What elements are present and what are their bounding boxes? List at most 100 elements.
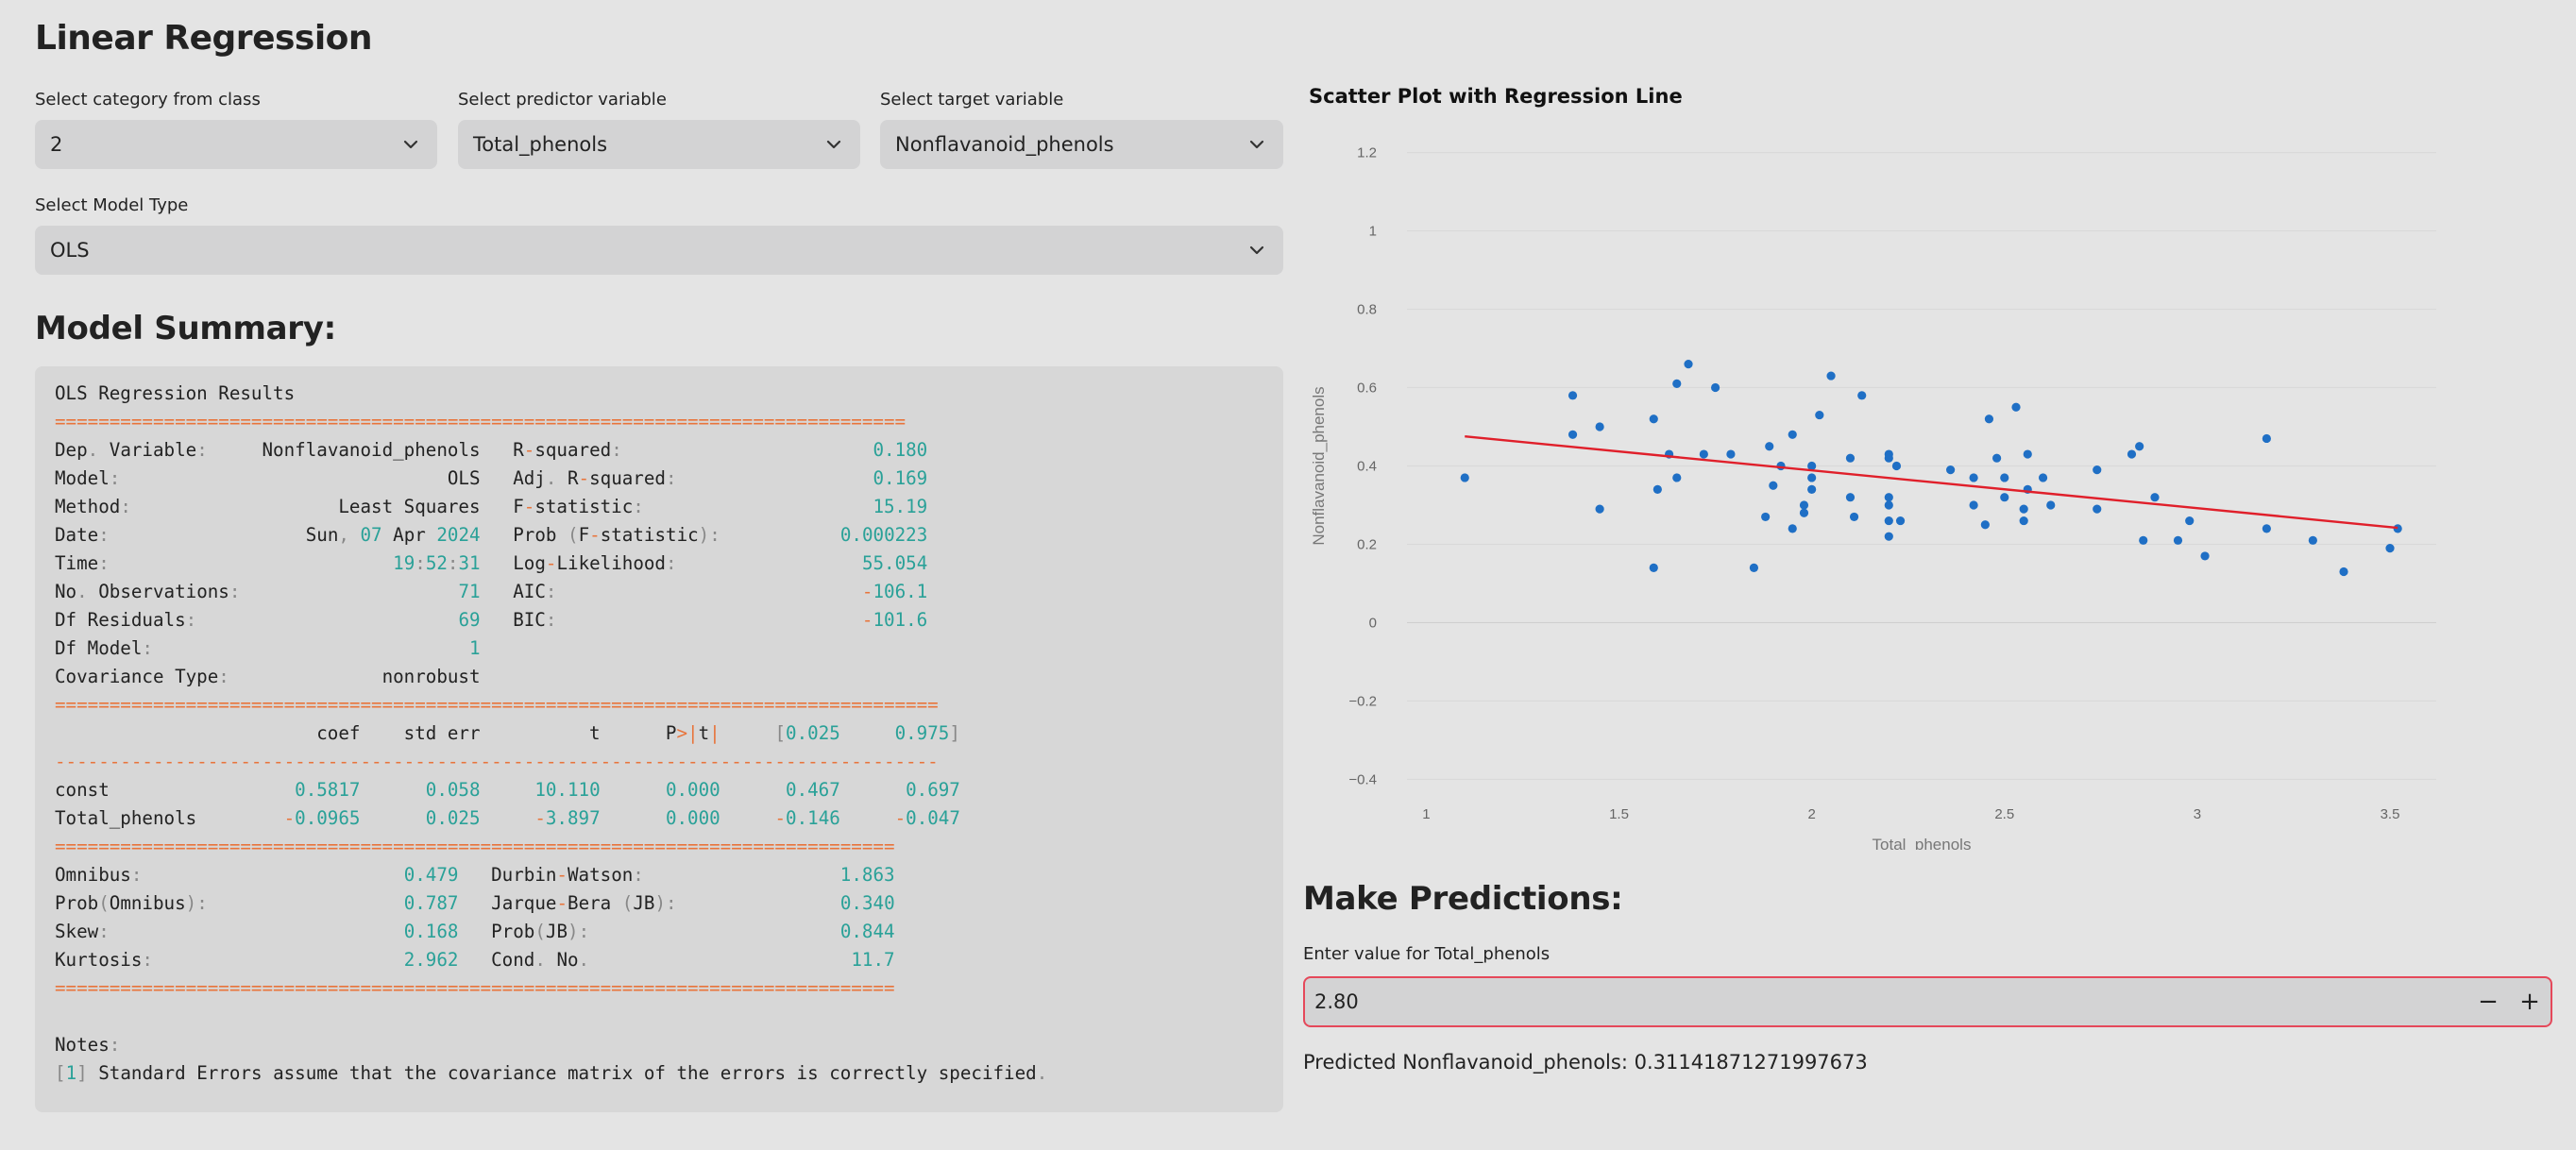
data-point bbox=[2308, 535, 2317, 545]
data-point bbox=[2262, 524, 2271, 533]
data-point bbox=[1946, 465, 1956, 475]
target-select[interactable]: Nonflavanoid_phenols bbox=[880, 120, 1283, 169]
y-tick-label: 0.6 bbox=[1357, 381, 1377, 397]
chevron-down-icon bbox=[824, 135, 843, 154]
data-point bbox=[1649, 414, 1658, 424]
data-point bbox=[2019, 504, 2028, 514]
x-tick-label: 1 bbox=[1422, 806, 1430, 822]
data-point bbox=[2000, 493, 2009, 502]
data-point bbox=[2038, 473, 2048, 482]
target-label: Select target variable bbox=[880, 90, 1064, 110]
x-tick-label: 1.5 bbox=[1609, 806, 1629, 822]
data-point bbox=[1884, 516, 1893, 526]
regression-line bbox=[1465, 434, 2398, 530]
data-point bbox=[2127, 449, 2137, 459]
chart-title: Scatter Plot with Regression Line bbox=[1309, 85, 1683, 108]
data-point bbox=[2139, 535, 2148, 545]
increment-button[interactable]: + bbox=[2519, 988, 2540, 1016]
data-point bbox=[1969, 500, 1978, 510]
chevron-down-icon bbox=[401, 135, 420, 154]
category-label: Select category from class bbox=[35, 90, 261, 110]
data-point bbox=[2385, 544, 2395, 553]
model-type-select[interactable]: OLS bbox=[35, 226, 1283, 275]
data-point bbox=[2393, 524, 2402, 533]
data-point bbox=[1765, 442, 1774, 451]
data-point bbox=[1969, 473, 1978, 482]
data-point bbox=[1980, 520, 1990, 530]
data-point bbox=[2150, 493, 2160, 502]
chevron-down-icon bbox=[1247, 135, 1266, 154]
summary-panel bbox=[35, 366, 1283, 1112]
category-select-value: 2 bbox=[50, 133, 63, 156]
data-point bbox=[1807, 461, 1817, 471]
prediction-input-value[interactable]: 2.80 bbox=[1314, 990, 1359, 1013]
data-point bbox=[2000, 473, 2009, 482]
data-point bbox=[1788, 430, 1797, 439]
data-point bbox=[1595, 422, 1604, 431]
data-point bbox=[1845, 453, 1856, 463]
data-point bbox=[1649, 563, 1658, 572]
y-tick-label: 0.2 bbox=[1357, 536, 1377, 552]
data-point bbox=[1672, 473, 1682, 482]
y-tick-label: 0.8 bbox=[1357, 302, 1377, 318]
data-point bbox=[1845, 493, 1856, 502]
data-point bbox=[1884, 532, 1893, 541]
data-point bbox=[1849, 512, 1859, 522]
data-point bbox=[1699, 449, 1708, 459]
data-point bbox=[2019, 516, 2028, 526]
y-tick-label: 1.2 bbox=[1357, 145, 1377, 161]
y-tick-label: −0.2 bbox=[1348, 693, 1377, 709]
app-title: Linear Regression bbox=[35, 19, 373, 58]
model-type-select-value: OLS bbox=[50, 239, 90, 262]
data-point bbox=[1749, 563, 1759, 572]
chevron-down-icon bbox=[1247, 241, 1266, 260]
data-point bbox=[1460, 473, 1469, 482]
data-point bbox=[1726, 449, 1736, 459]
x-tick-label: 3 bbox=[2194, 806, 2201, 822]
data-point bbox=[1799, 508, 1809, 517]
data-point bbox=[2093, 465, 2102, 475]
data-point bbox=[2023, 449, 2032, 459]
prediction-result: Predicted Nonflavanoid_phenols: 0.311418… bbox=[1303, 1051, 1868, 1074]
data-point bbox=[2200, 551, 2210, 561]
x-tick-label: 3.5 bbox=[2381, 806, 2400, 822]
data-point bbox=[1857, 391, 1867, 400]
predictor-label: Select predictor variable bbox=[458, 90, 667, 110]
x-tick-label: 2.5 bbox=[1994, 806, 2014, 822]
predictions-heading: Make Predictions: bbox=[1303, 880, 1623, 918]
model-type-label: Select Model Type bbox=[35, 195, 189, 215]
predictor-select-value: Total_phenols bbox=[473, 133, 608, 156]
decrement-button[interactable]: − bbox=[2478, 988, 2499, 1016]
target-select-value: Nonflavanoid_phenols bbox=[895, 133, 1114, 156]
data-point bbox=[1788, 524, 1797, 533]
data-point bbox=[1595, 504, 1604, 514]
data-point bbox=[2262, 433, 2271, 444]
y-tick-label: 0 bbox=[1369, 615, 1377, 631]
data-point bbox=[1769, 481, 1778, 490]
data-point bbox=[1891, 461, 1902, 471]
x-tick-label: 2 bbox=[1807, 806, 1815, 822]
data-point bbox=[2339, 567, 2348, 577]
y-tick-label: −0.4 bbox=[1348, 771, 1377, 787]
data-point bbox=[1761, 512, 1771, 522]
scatter-chart: −0.4 −0.2 0 0.2 0.4 0.6 0.8 1 1.2 1 1.5 2 2.5 3 3.5 Tot… bbox=[1310, 145, 2436, 850]
data-point bbox=[1710, 382, 1720, 393]
y-tick-label: 0.4 bbox=[1357, 459, 1377, 475]
category-select[interactable]: 2 bbox=[35, 120, 437, 169]
data-point bbox=[1992, 453, 2002, 463]
data-point bbox=[2046, 500, 2056, 510]
predictor-select[interactable]: Total_phenols bbox=[458, 120, 860, 169]
prediction-number-input[interactable]: 2.80 − + bbox=[1303, 976, 2552, 1027]
data-point bbox=[1984, 414, 1994, 424]
prediction-input-label: Enter value for Total_phenols bbox=[1303, 944, 1551, 964]
data-point bbox=[1895, 516, 1906, 526]
data-point bbox=[2011, 402, 2021, 412]
data-point bbox=[2135, 442, 2144, 451]
data-point bbox=[1815, 410, 1824, 420]
model-summary-heading: Model Summary: bbox=[35, 310, 336, 347]
data-point bbox=[1684, 360, 1693, 369]
data-point bbox=[1807, 473, 1817, 482]
data-point bbox=[2173, 535, 2183, 545]
data-point bbox=[1652, 484, 1662, 494]
data-point bbox=[1884, 453, 1893, 463]
